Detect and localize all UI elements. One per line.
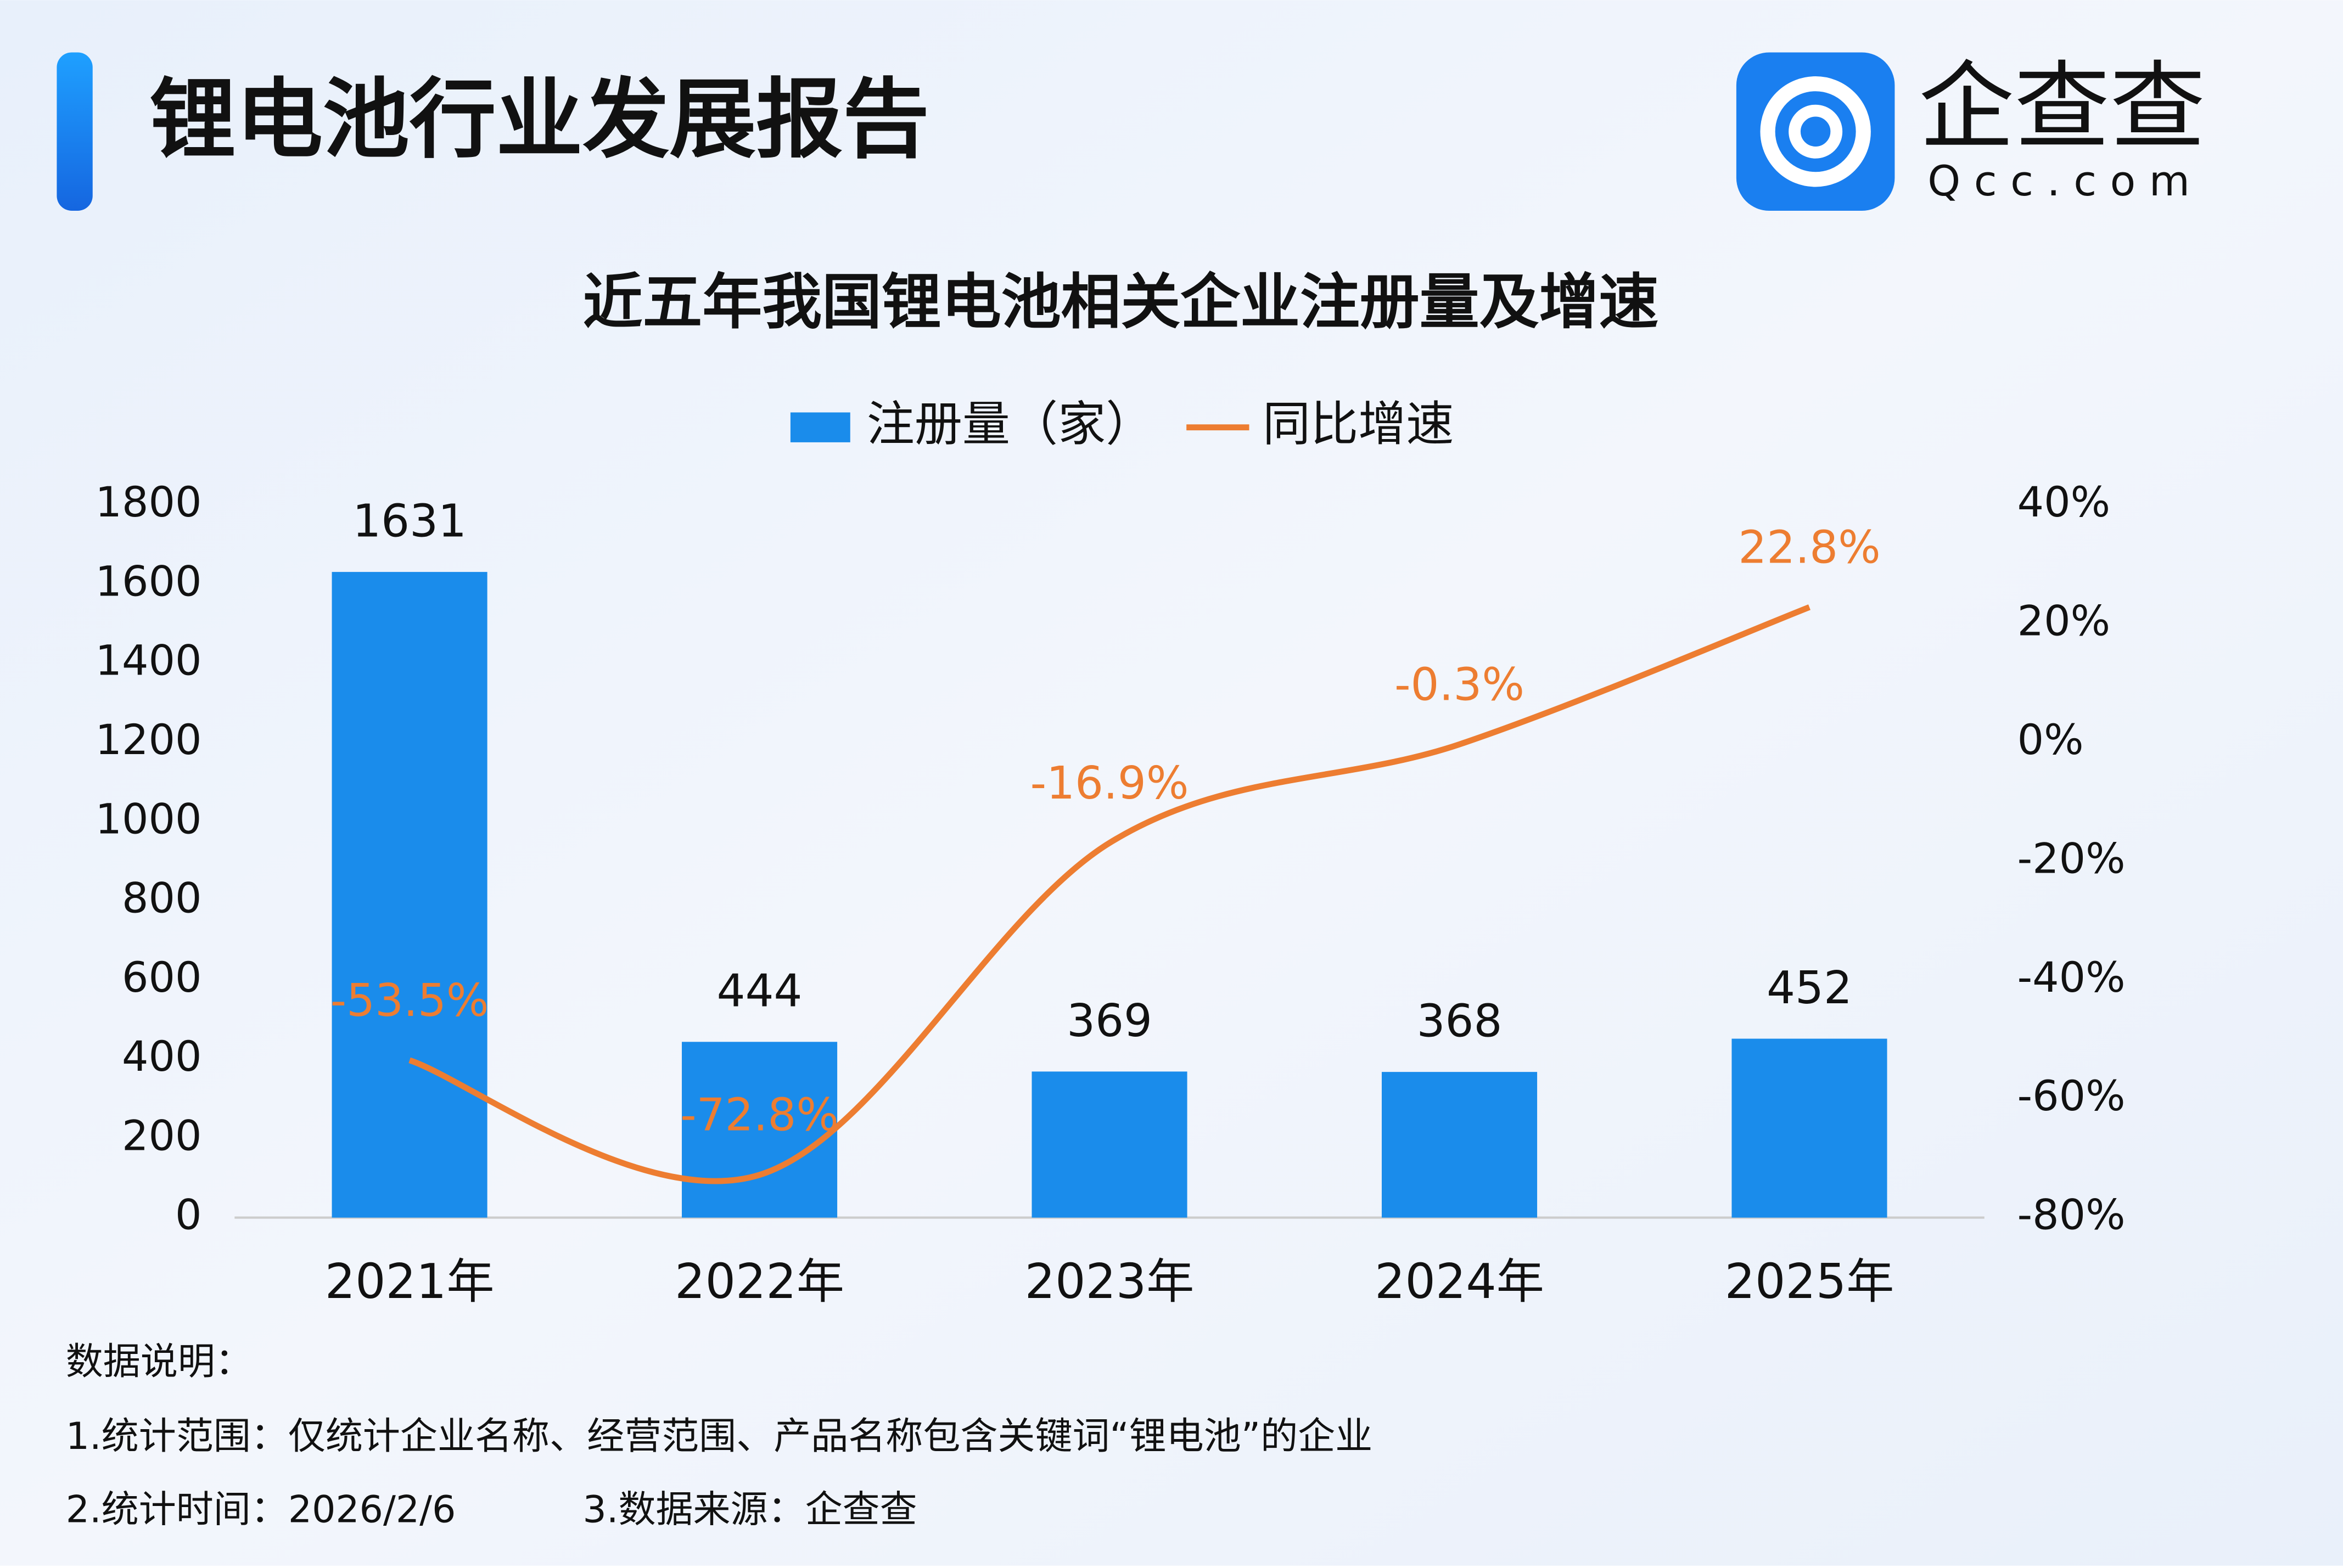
y-tick-label: 600 [122, 953, 201, 1002]
y-tick-label: 800 [122, 874, 201, 923]
line-label: -53.5% [330, 975, 489, 1027]
bar-label: 369 [1067, 995, 1152, 1047]
x-tick-label: 2025年 [1725, 1254, 1894, 1310]
y-tick-label: 1000 [96, 794, 202, 843]
line-label: -0.3% [1394, 659, 1524, 711]
line-label: -72.8% [680, 1089, 839, 1142]
chart-title: 近五年我国锂电池相关企业注册量及增速 [583, 267, 1658, 337]
logo-icon [1736, 52, 1895, 211]
y2-tick-label: 20% [2017, 597, 2110, 645]
y-tick-label: 400 [122, 1032, 201, 1081]
line-label: 22.8% [1738, 521, 1880, 574]
legend-label: 同比增速 [1263, 396, 1454, 452]
y-tick-label: 1600 [96, 557, 202, 605]
legend-label: 注册量（家） [867, 396, 1154, 452]
line [408, 604, 1811, 1184]
y2-tick-label: -80% [2017, 1190, 2126, 1239]
x-tick-label: 2021年 [325, 1254, 495, 1310]
bar-label: 1631 [352, 495, 467, 547]
bar [1731, 1038, 1887, 1218]
note: 1.统计范围：仅统计企业名称、经营范围、产品名称包含关键词“锂电池”的企业 [66, 1415, 1372, 1458]
y-tick-label: 1200 [96, 715, 202, 764]
y-tick-label: 1400 [96, 636, 202, 685]
note-heading: 数据说明： [66, 1340, 253, 1384]
header-title: 锂电池行业发展报告 [149, 69, 929, 170]
line-label: -16.9% [1030, 757, 1189, 810]
y2-tick-label: 0% [2017, 715, 2084, 764]
legend-swatch [790, 412, 850, 442]
bar-label: 452 [1767, 962, 1852, 1014]
x-tick-label: 2024年 [1375, 1254, 1544, 1310]
bar [1032, 1071, 1187, 1218]
y2-tick-label: 40% [2017, 477, 2110, 526]
note: 2.统计时间：2026/2/6 [66, 1488, 456, 1531]
logo-mark [1789, 104, 1843, 159]
logo-domain: Qcc.com [1927, 156, 2203, 205]
y-tick-label: 1800 [96, 477, 202, 526]
x-tick-label: 2023年 [1025, 1254, 1195, 1310]
bar [682, 1042, 838, 1218]
y2-tick-label: -40% [2017, 953, 2126, 1002]
y-tick-label: 200 [122, 1111, 201, 1160]
y-tick-label: 0 [175, 1190, 201, 1239]
x-tick-label: 2022年 [675, 1254, 844, 1310]
bar [332, 572, 487, 1218]
logo-text: 企查查 [1919, 52, 2206, 163]
y2-tick-label: -20% [2017, 834, 2126, 883]
logo-mark [1760, 76, 1871, 187]
note: 3.数据来源：企查查 [583, 1488, 917, 1531]
y2-tick-label: -60% [2017, 1071, 2126, 1120]
bar-label: 444 [717, 965, 803, 1018]
header-accent [57, 52, 93, 211]
bar-label: 368 [1417, 995, 1503, 1047]
bar [1381, 1072, 1538, 1218]
